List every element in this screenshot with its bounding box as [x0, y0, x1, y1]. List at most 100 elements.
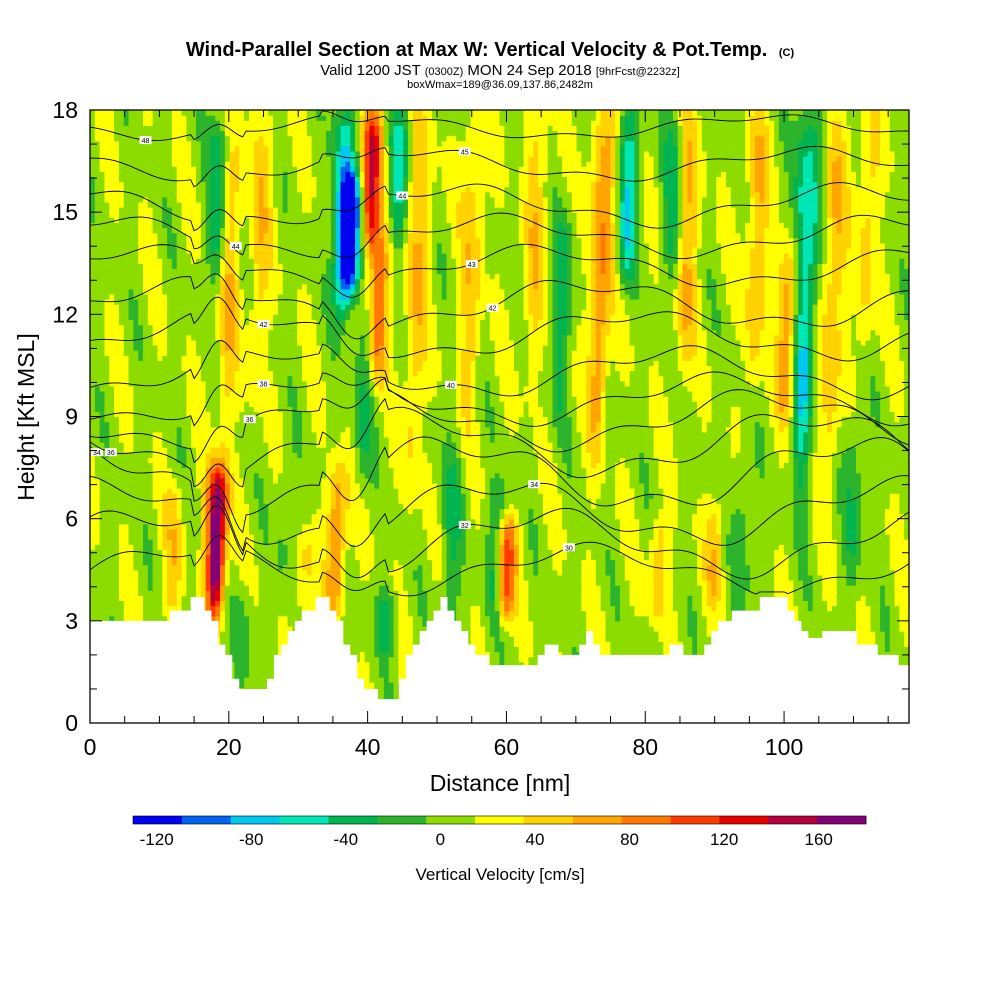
- velocity-cell: [167, 334, 187, 341]
- velocity-cell: [518, 600, 530, 607]
- velocity-cell: [441, 472, 448, 479]
- velocity-cell: [224, 554, 231, 561]
- velocity-cell: [793, 513, 809, 520]
- velocity-cell: [513, 615, 529, 622]
- velocity-cell: [658, 472, 679, 479]
- velocity-cell: [513, 503, 544, 510]
- velocity-cell: [460, 482, 467, 489]
- velocity-cell: [239, 319, 245, 326]
- velocity-cell: [167, 559, 173, 566]
- velocity-cell: [118, 533, 130, 540]
- velocity-cell: [99, 493, 154, 499]
- velocity-cell: [581, 319, 592, 326]
- velocity-cell: [374, 350, 380, 356]
- velocity-cell: [817, 406, 823, 412]
- velocity-cell: [687, 385, 713, 392]
- velocity-cell: [268, 462, 284, 469]
- velocity-cell: [595, 569, 607, 576]
- velocity-cell: [831, 488, 838, 494]
- velocity-cell: [533, 569, 539, 576]
- velocity-cell: [470, 513, 481, 520]
- velocity-cell: [846, 513, 857, 520]
- velocity-cell: [297, 401, 308, 407]
- velocity-cell: [552, 406, 558, 412]
- velocity-cell: [600, 365, 607, 372]
- velocity-cell: [244, 600, 255, 607]
- velocity-cell: [856, 539, 862, 545]
- velocity-cell: [90, 288, 130, 295]
- velocity-cell: [345, 319, 371, 326]
- velocity-cell: [220, 518, 226, 525]
- velocity-cell: [542, 365, 554, 372]
- velocity-cell: [220, 610, 226, 617]
- velocity-cell: [220, 503, 226, 510]
- velocity-cell: [648, 401, 669, 407]
- velocity-cell: [836, 431, 909, 438]
- velocity-cell: [287, 544, 298, 550]
- velocity-cell: [586, 416, 592, 423]
- velocity-cell: [513, 559, 520, 566]
- velocity-cell: [253, 477, 265, 484]
- velocity-cell: [489, 579, 496, 586]
- velocity-cell: [533, 436, 549, 443]
- velocity-cell: [99, 385, 115, 392]
- velocity-cell: [489, 518, 501, 525]
- velocity-cell: [648, 615, 679, 622]
- velocity-cell: [812, 462, 833, 469]
- velocity-cell: [475, 334, 481, 341]
- velocity-cell: [663, 533, 674, 540]
- velocity-cell: [321, 488, 332, 494]
- velocity-cell: [162, 600, 168, 607]
- velocity-cell: [210, 554, 221, 561]
- velocity-cell: [90, 539, 101, 545]
- velocity-cell: [171, 472, 197, 479]
- velocity-cell: [263, 498, 322, 504]
- velocity-cell: [480, 329, 491, 336]
- velocity-cell: [345, 329, 371, 336]
- velocity-cell: [494, 544, 501, 550]
- velocity-cell: [812, 344, 819, 351]
- velocity-cell: [301, 523, 327, 530]
- velocity-cell: [277, 472, 327, 479]
- velocity-cell: [446, 564, 462, 571]
- velocity-cell: [774, 436, 790, 443]
- velocity-cell: [509, 569, 515, 576]
- velocity-cell: [692, 293, 698, 300]
- velocity-cell: [258, 293, 265, 300]
- velocity-cell: [215, 498, 221, 504]
- velocity-cell: [504, 416, 520, 423]
- velocity-cell: [90, 605, 125, 612]
- velocity-cell: [509, 324, 530, 331]
- velocity-cell: [114, 293, 130, 300]
- velocity-cell: [427, 590, 448, 596]
- velocity-cell: [152, 554, 163, 561]
- velocity-cell: [836, 396, 857, 402]
- velocity-cell: [393, 365, 409, 372]
- velocity-cell: [326, 549, 332, 556]
- velocity-cell: [147, 528, 159, 535]
- velocity-cell: [142, 329, 154, 336]
- velocity-cell: [783, 426, 790, 433]
- velocity-cell: [181, 498, 202, 504]
- velocity-cell: [894, 304, 905, 310]
- velocity-cell: [870, 396, 881, 402]
- velocity-cell: [788, 396, 794, 402]
- velocity-cell: [889, 646, 909, 653]
- velocity-cell: [653, 447, 674, 453]
- velocity-cell: [600, 401, 607, 407]
- velocity-cell: [547, 544, 568, 550]
- velocity-cell: [518, 574, 525, 581]
- velocity-cell: [186, 569, 197, 576]
- velocity-cell: [533, 620, 587, 627]
- velocity-cell: [571, 447, 582, 453]
- velocity-cell: [586, 620, 607, 627]
- velocity-cell: [788, 447, 794, 453]
- velocity-cell: [547, 523, 563, 530]
- velocity-cell: [562, 457, 573, 464]
- velocity-cell: [359, 569, 371, 576]
- velocity-cell: [658, 636, 679, 642]
- velocity-cell: [239, 574, 260, 581]
- velocity-cell: [904, 518, 909, 525]
- velocity-cell: [422, 299, 428, 305]
- velocity-cell: [465, 539, 486, 545]
